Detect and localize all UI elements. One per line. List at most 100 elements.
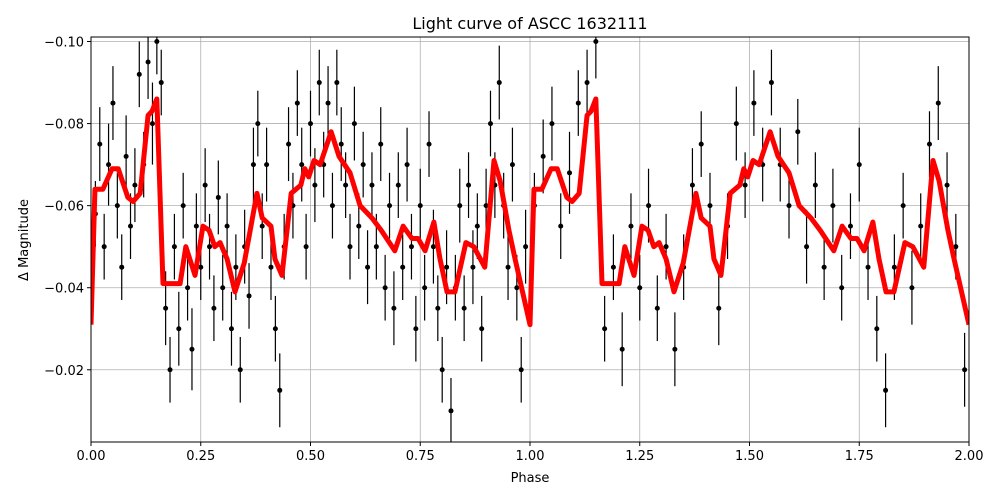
data-point — [663, 244, 669, 250]
data-point — [329, 203, 335, 209]
y-axis: −0.10 −0.08 −0.06 −0.04 −0.02 — [44, 36, 91, 379]
data-point — [250, 162, 256, 168]
data-point — [158, 80, 164, 86]
data-point — [202, 182, 208, 188]
data-point — [369, 182, 375, 188]
data-point — [391, 305, 397, 311]
data-point — [953, 244, 959, 250]
data-point — [646, 203, 652, 209]
data-point — [198, 264, 204, 270]
data-point — [145, 59, 151, 65]
data-point — [207, 244, 213, 250]
x-tick-label: 0.00 — [77, 449, 106, 464]
data-point — [689, 182, 695, 188]
data-point — [395, 182, 401, 188]
data-point — [101, 244, 107, 250]
data-point — [303, 244, 309, 250]
data-point — [149, 121, 155, 127]
data-point — [286, 141, 292, 147]
data-point — [944, 182, 950, 188]
data-point — [343, 182, 349, 188]
chart-title: Light curve of ASCC 1632111 — [412, 14, 647, 33]
x-tick-label: 0.25 — [186, 449, 215, 464]
data-point — [224, 223, 230, 229]
data-point — [259, 223, 265, 229]
data-point — [167, 367, 173, 373]
data-point — [575, 100, 581, 106]
data-point — [378, 141, 384, 147]
data-point — [312, 182, 318, 188]
y-tick-label: −0.06 — [44, 200, 84, 215]
data-point — [926, 141, 932, 147]
data-point — [496, 80, 502, 86]
data-point — [935, 100, 941, 106]
data-point — [193, 223, 199, 229]
data-point — [461, 305, 467, 311]
data-point — [558, 223, 564, 229]
data-point — [316, 80, 322, 86]
data-point — [189, 346, 195, 352]
data-point — [474, 223, 480, 229]
data-point — [128, 223, 134, 229]
data-point — [268, 264, 274, 270]
data-point — [417, 203, 423, 209]
x-axis-label: Phase — [511, 471, 550, 486]
data-point — [365, 264, 371, 270]
data-point — [874, 326, 880, 332]
data-point — [751, 100, 757, 106]
data-point — [830, 203, 836, 209]
data-point — [97, 141, 103, 147]
data-point — [786, 203, 792, 209]
data-point — [628, 223, 634, 229]
data-point — [373, 244, 379, 250]
data-point — [470, 264, 476, 270]
data-point — [277, 387, 283, 393]
data-point — [637, 285, 643, 291]
data-point — [518, 367, 524, 373]
data-point — [185, 285, 191, 291]
data-point — [856, 162, 862, 168]
data-point — [610, 264, 616, 270]
data-point — [619, 346, 625, 352]
data-point — [430, 244, 436, 250]
data-point — [308, 121, 313, 127]
data-point — [768, 80, 774, 86]
data-point — [360, 162, 366, 168]
x-tick-label: 1.25 — [625, 449, 654, 464]
data-point — [123, 153, 129, 159]
data-point — [272, 326, 278, 332]
data-point — [299, 162, 305, 168]
data-point — [883, 387, 889, 393]
data-point — [294, 100, 300, 106]
x-tick-label: 1.00 — [516, 449, 545, 464]
data-point — [351, 121, 357, 127]
data-point — [422, 285, 428, 291]
data-point — [505, 264, 511, 270]
data-point — [408, 244, 414, 250]
data-point — [387, 203, 393, 209]
data-point — [821, 264, 827, 270]
data-point — [246, 293, 252, 299]
data-point — [264, 162, 270, 168]
data-point — [114, 203, 120, 209]
data-point — [132, 182, 138, 188]
data-point — [426, 141, 432, 147]
data-point — [163, 305, 169, 311]
data-point — [514, 285, 520, 291]
data-point — [176, 326, 182, 332]
data-point — [119, 264, 125, 270]
data-point — [435, 305, 441, 311]
data-point — [509, 162, 515, 168]
data-point — [900, 203, 906, 209]
x-tick-label: 0.50 — [296, 449, 325, 464]
data-point — [382, 285, 388, 291]
y-axis-label: Δ Magnitude — [17, 199, 32, 281]
y-tick-label: −0.04 — [44, 282, 84, 297]
data-point — [171, 244, 177, 250]
data-point — [918, 223, 924, 229]
data-point — [483, 203, 489, 209]
data-point — [154, 39, 160, 45]
data-point — [211, 305, 217, 311]
